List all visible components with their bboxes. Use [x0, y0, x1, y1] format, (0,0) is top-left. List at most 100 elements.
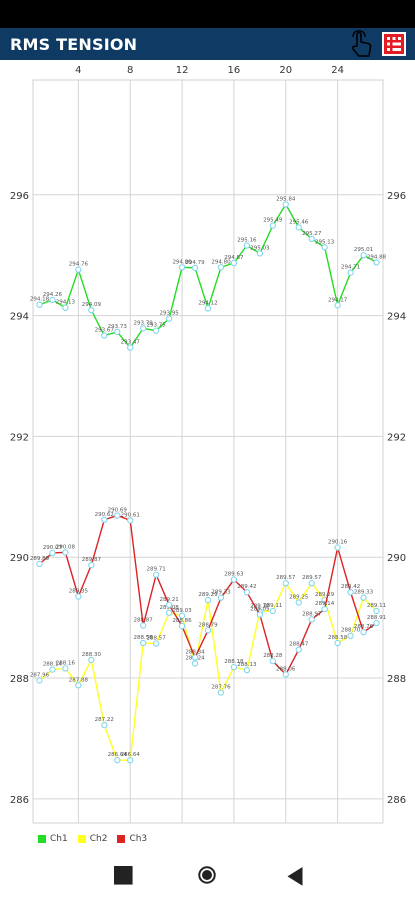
data-label-ch1: 294.26: [43, 292, 63, 298]
data-point-ch2: [217, 689, 225, 696]
data-label-ch2: 288.30: [82, 652, 102, 658]
data-point-ch2: [75, 682, 82, 689]
data-point-ch2: [127, 757, 134, 764]
data-point-ch2: [282, 580, 289, 587]
data-label-ch3: 289.63: [224, 572, 244, 578]
data-label-ch1: 294.79: [185, 260, 205, 266]
data-point-ch2: [243, 667, 251, 674]
triangle-back-icon[interactable]: [285, 867, 305, 887]
data-label-ch3: 290.07: [43, 545, 63, 551]
data-label-ch1: 295.49: [263, 218, 283, 224]
x-tick-label: 8: [127, 65, 133, 76]
x-tick-label: 24: [331, 65, 344, 76]
data-label-ch3: 288.76: [354, 624, 374, 630]
data-point-ch1: [165, 315, 173, 322]
data-point-ch2: [88, 656, 95, 664]
touch-icon[interactable]: [348, 30, 376, 60]
y-tick-label-right: 290: [387, 553, 406, 564]
y-tick-label-left: 286: [10, 795, 29, 806]
data-point-ch2: [360, 594, 367, 601]
data-point-ch2: [152, 640, 160, 647]
data-label-ch3: 288.86: [172, 618, 192, 624]
data-label-ch2: 288.18: [224, 659, 244, 665]
data-point-ch1: [282, 201, 289, 208]
data-label-ch3: 289.33: [211, 590, 231, 596]
navigation-bar: [0, 850, 415, 900]
data-label-ch2: 288.13: [237, 662, 257, 668]
data-label-ch2: 286.64: [108, 752, 128, 758]
data-label-ch3: 289.87: [82, 557, 102, 563]
data-point-ch1: [243, 242, 251, 249]
data-point-ch3: [282, 671, 289, 678]
data-point-ch3: [49, 549, 56, 557]
data-label-ch3: 289.42: [237, 584, 256, 590]
y-tick-label-right: 292: [387, 432, 406, 443]
data-label-ch2: 288.58: [134, 635, 154, 641]
data-label-ch3: 289.35: [69, 588, 89, 594]
data-label-ch2: 289.03: [172, 608, 192, 614]
data-point-ch3: [360, 628, 367, 636]
data-label-ch1: 295.27: [302, 231, 322, 237]
data-point-ch1: [191, 264, 199, 272]
y-tick-label-right: 294: [387, 312, 406, 323]
data-label-ch1: 294.87: [224, 255, 244, 261]
data-point-ch3: [75, 593, 82, 600]
data-label-ch1: 294.88: [367, 254, 387, 260]
data-point-ch3: [178, 622, 186, 630]
x-tick-label: 20: [279, 65, 292, 76]
y-tick-label-left: 292: [10, 432, 29, 443]
y-tick-label-right: 286: [387, 795, 406, 806]
data-point-ch3: [230, 576, 238, 583]
legend-swatch: [117, 834, 126, 843]
data-label-ch2: 288.70: [341, 628, 361, 634]
data-label-ch2: 288.14: [43, 662, 63, 668]
data-point-ch2: [114, 757, 121, 764]
data-point-ch3: [347, 589, 354, 596]
square-recents-icon[interactable]: [114, 866, 134, 886]
data-label-ch3: 290.69: [108, 508, 128, 514]
data-point-ch1: [217, 264, 225, 271]
data-point-ch1: [75, 266, 82, 273]
data-point-ch2: [230, 664, 238, 671]
data-point-ch1: [152, 327, 160, 334]
circle-home-icon[interactable]: [197, 865, 217, 885]
data-label-ch2: 289.25: [289, 595, 309, 601]
data-label-ch2: 289.10: [250, 604, 270, 610]
y-tick-label-left: 296: [10, 191, 29, 202]
legend-item-ch3: Ch3: [117, 834, 147, 844]
data-label-ch2: 288.58: [328, 635, 348, 641]
data-label-ch1: 294.76: [69, 262, 89, 268]
data-point-ch2: [295, 599, 302, 606]
data-label-ch3: 288.28: [263, 653, 283, 659]
data-label-ch3: 288.06: [276, 666, 296, 672]
data-label-ch1: 293.47: [121, 340, 141, 346]
legend-swatch: [38, 834, 46, 843]
data-label-ch1: 293.67: [95, 328, 115, 334]
data-label-ch1: 294.80: [172, 259, 192, 265]
data-label-ch1: 295.03: [250, 245, 270, 251]
data-label-ch3: 290.08: [56, 544, 76, 550]
data-label-ch2: 287.22: [95, 717, 114, 723]
data-label-ch3: 290.61: [121, 512, 140, 518]
grid-menu-icon[interactable]: [382, 32, 406, 56]
y-tick-label-right: 288: [387, 674, 406, 685]
plot-border: [32, 79, 384, 824]
data-label-ch3: 289.14: [315, 601, 335, 607]
data-label-ch3: 288.79: [198, 622, 218, 628]
data-point-ch3: [152, 571, 160, 578]
data-point-ch1: [347, 269, 354, 276]
data-label-ch2: 287.96: [30, 672, 50, 678]
data-point-ch1: [178, 264, 186, 271]
page-title: RMS TENSION: [10, 35, 138, 54]
y-tick-label-left: 290: [10, 553, 29, 564]
data-point-ch2: [165, 609, 173, 616]
data-point-ch3: [321, 606, 328, 613]
data-point-ch3: [114, 512, 121, 519]
data-label-ch1: 295.13: [315, 239, 335, 245]
data-label-ch3: 289.71: [147, 567, 166, 573]
data-label-ch3: 289.21: [159, 597, 178, 603]
data-label-ch1: 294.09: [82, 302, 102, 308]
data-label-ch1: 293.75: [147, 323, 167, 329]
data-label-ch3: 288.91: [367, 615, 386, 621]
data-label-ch1: 295.01: [354, 247, 373, 253]
